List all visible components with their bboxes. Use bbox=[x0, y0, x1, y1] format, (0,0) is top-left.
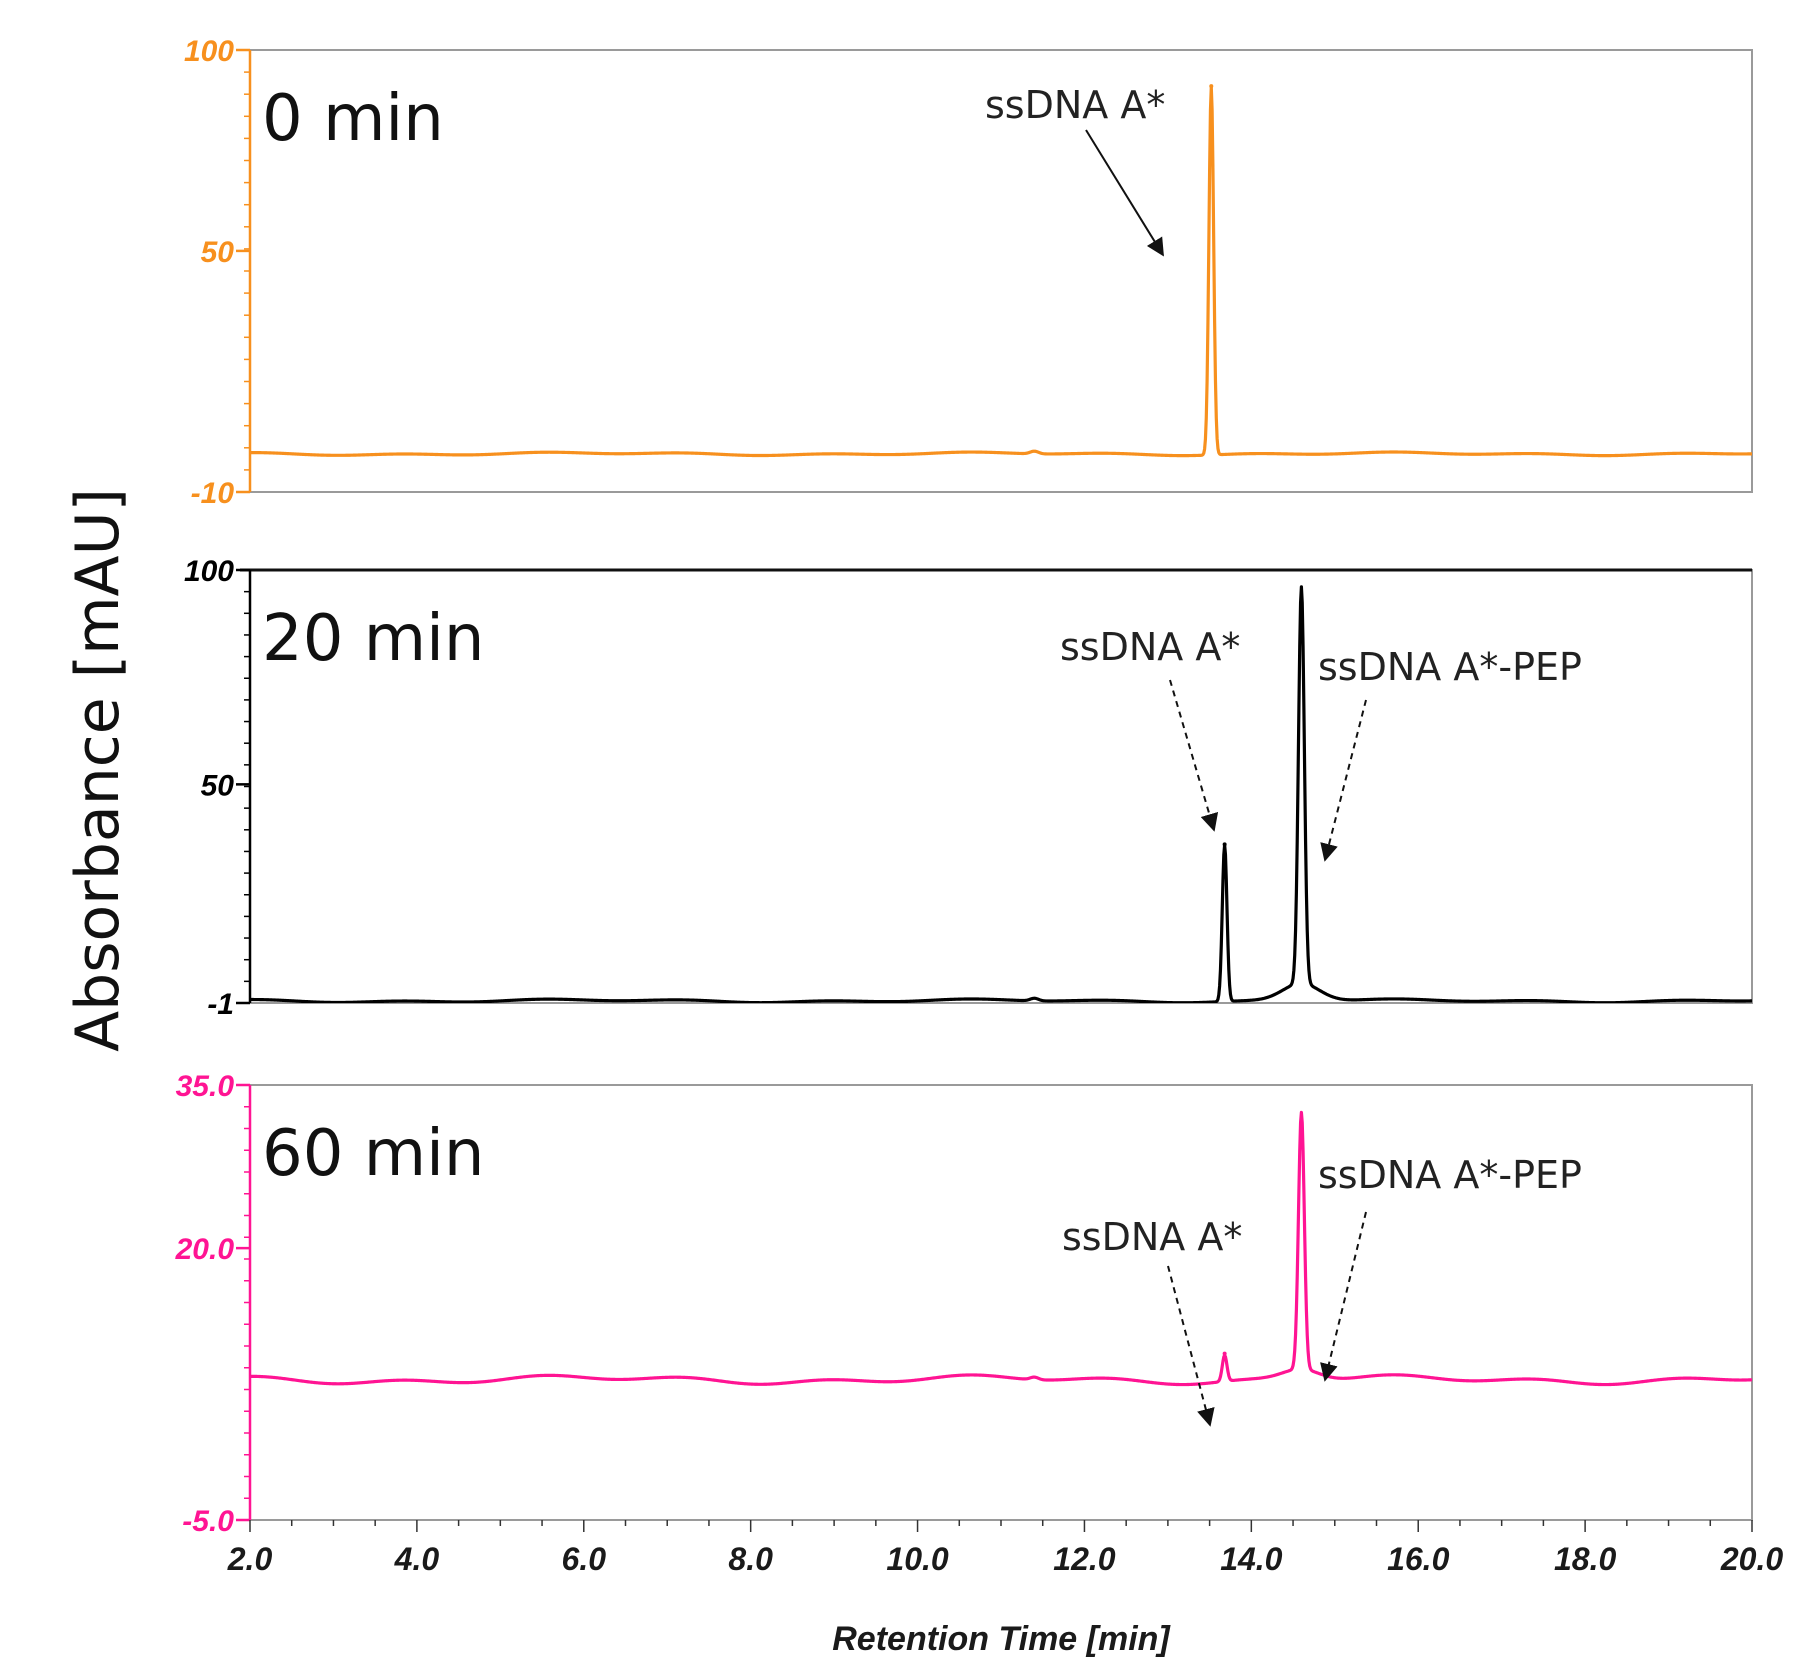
y-tick-label: 100 bbox=[184, 35, 234, 68]
annotation-arrow bbox=[1169, 679, 1219, 832]
annotation-arrow bbox=[1085, 129, 1164, 257]
y-tick-label: 20.0 bbox=[175, 1233, 235, 1266]
annotation-arrow bbox=[1320, 699, 1367, 862]
x-tick-label: 10.0 bbox=[886, 1541, 948, 1577]
x-tick-label: 14.0 bbox=[1220, 1541, 1282, 1577]
chromatogram-trace bbox=[250, 585, 1752, 1003]
y-tick-label: 50 bbox=[201, 769, 235, 802]
peak-annotation: ssDNA A* bbox=[1062, 1215, 1242, 1259]
peak-apex bbox=[1222, 842, 1227, 847]
x-tick-label: 6.0 bbox=[562, 1541, 607, 1577]
peak-annotation: ssDNA A* bbox=[1060, 625, 1240, 669]
panel-title: 0 min bbox=[262, 82, 444, 156]
peak-annotation: ssDNA A*-PEP bbox=[1318, 645, 1582, 689]
panel-title: 20 min bbox=[262, 602, 484, 676]
peak-annotation: ssDNA A* bbox=[985, 83, 1165, 127]
annotation-arrow bbox=[1167, 1265, 1215, 1427]
peak-apex bbox=[1222, 1351, 1227, 1356]
peak-apex bbox=[1299, 1121, 1304, 1126]
y-axis-label: Absorbance [mAU] bbox=[63, 488, 133, 1052]
x-tick-label: 8.0 bbox=[728, 1541, 773, 1577]
y-tick-label: -1 bbox=[207, 988, 234, 1021]
panel-0-min: 100 50 -10 0 min ssDNA A* bbox=[184, 35, 1753, 510]
y-tick-label: 50 bbox=[201, 236, 235, 269]
y-tick-label: 100 bbox=[184, 555, 234, 588]
chromatogram-trace bbox=[250, 1110, 1752, 1387]
x-tick-label: 16.0 bbox=[1387, 1541, 1449, 1577]
panel-20-min: 100 50 -1 20 min ssDNA A* ssDNA A*-PEP bbox=[184, 555, 1753, 1021]
x-tick-label: 18.0 bbox=[1554, 1541, 1616, 1577]
x-tick-label: 20.0 bbox=[1720, 1541, 1783, 1577]
annotation-arrow bbox=[1320, 1211, 1367, 1382]
chromatogram-panels: 100 50 -10 0 min ssDNA A* 100 50 -1 20 min ssDNA … bbox=[175, 35, 1753, 1538]
chromatogram-trace bbox=[250, 85, 1752, 458]
x-axis-label: Retention Time [min] bbox=[832, 1620, 1171, 1658]
x-tick-label: 2.0 bbox=[227, 1541, 273, 1577]
peak-apex bbox=[1299, 602, 1304, 607]
x-tick-label: 4.0 bbox=[394, 1541, 440, 1577]
peak-apex bbox=[1209, 84, 1214, 89]
panel-60-min: 35.0 20.0 -5.0 60 min ssDNA A* ssDNA A*-PEP bbox=[175, 1070, 1753, 1538]
y-tick-label: -10 bbox=[191, 477, 235, 510]
y-tick-label: 35.0 bbox=[176, 1070, 235, 1103]
x-axis: 2.0 4.0 6.0 8.0 10.0 12.0 14.0 16.0 18.0 20.0 bbox=[227, 1520, 1783, 1577]
y-tick-label: -5.0 bbox=[182, 1505, 234, 1538]
panel-title: 60 min bbox=[262, 1117, 484, 1191]
peak-annotation: ssDNA A*-PEP bbox=[1318, 1153, 1582, 1197]
x-tick-label: 12.0 bbox=[1053, 1541, 1115, 1577]
